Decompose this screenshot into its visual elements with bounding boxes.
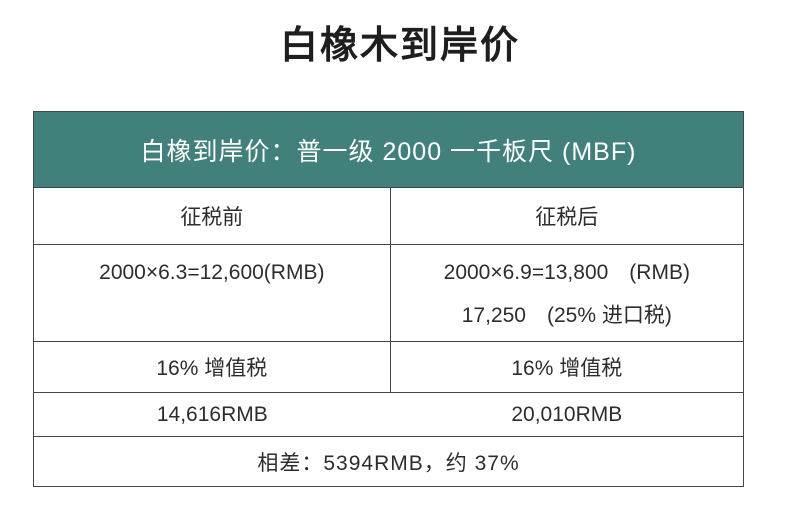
column-header-row: 征税前 征税后 [34,187,743,244]
price-after-tax-value: 2000×6.9=13,800 (RMB) [443,261,690,284]
price-table: 白橡到岸价：普一级 2000 一千板尺 (MBF) 征税前 征税后 2000×6… [33,111,744,487]
price-after-tax-cell: 2000×6.9=13,800 (RMB) 17,250 (25% 进口税) [391,245,743,341]
difference-row: 相差：5394RMB，约 37% [34,436,743,486]
col-header-after-tax: 征税后 [535,206,599,229]
price-after-import-tax-value: 17,250 (25% 进口税) [461,304,672,327]
total-after-tax: 20,010RMB [511,402,623,426]
difference-value: 相差：5394RMB，约 37% [257,451,520,475]
table-banner: 白橡到岸价：普一级 2000 一千板尺 (MBF) [34,112,743,187]
price-before-tax-cell: 2000×6.3=12,600(RMB) [34,245,391,341]
total-before-tax: 14,616RMB [156,402,268,426]
price-before-tax-value: 2000×6.3=12,600(RMB) [99,261,325,284]
vat-row: 16% 增值税 16% 增值税 [34,341,743,392]
total-row: 14,616RMB 20,010RMB [34,392,743,436]
vat-after-tax: 16% 增值税 [511,357,623,380]
col-header-before-tax: 征税前 [34,188,391,244]
vat-before-tax: 16% 增值税 [34,342,391,392]
table-banner-label: 白橡到岸价：普一级 2000 一千板尺 (MBF) [140,137,637,166]
page-title: 白橡木到岸价 [279,25,520,67]
price-calculation-row: 2000×6.3=12,600(RMB) 2000×6.9=13,800 (RM… [34,244,743,341]
